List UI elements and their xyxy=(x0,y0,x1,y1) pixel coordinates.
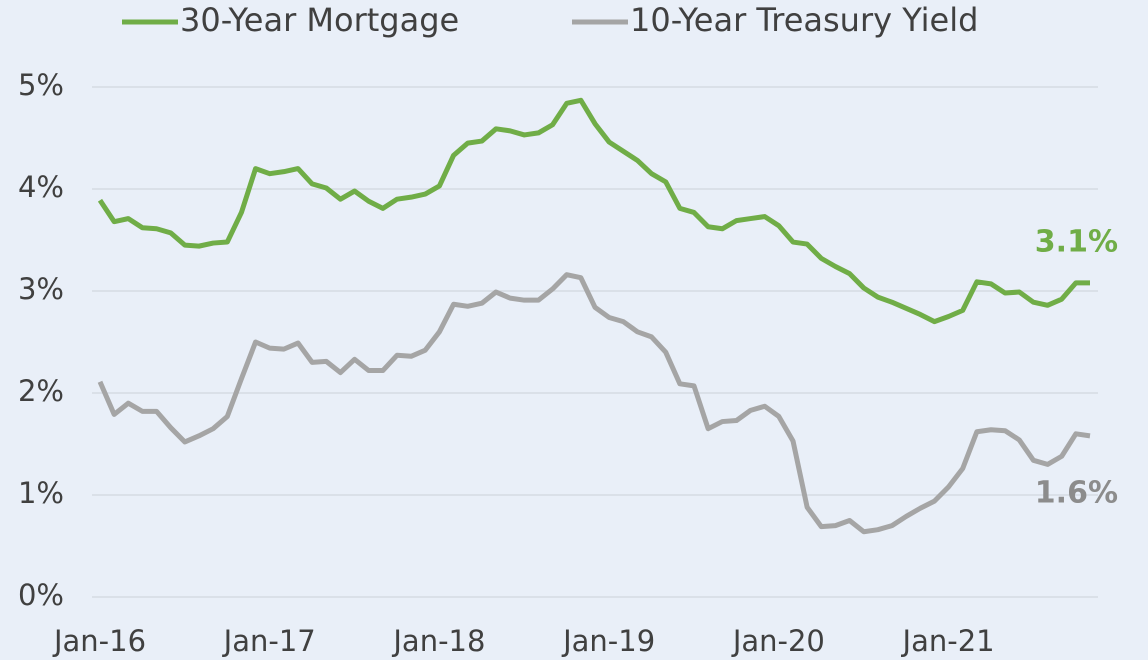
y-tick-label: 1% xyxy=(18,476,64,510)
y-tick-label: 5% xyxy=(18,68,64,102)
series-line xyxy=(97,272,1091,535)
x-tick-label: Jan-20 xyxy=(731,624,825,658)
value-label: 1.6% xyxy=(1035,475,1118,510)
y-tick-label: 4% xyxy=(18,170,64,204)
y-tick-label: 2% xyxy=(18,374,64,408)
legend-label: 10-Year Treasury Yield xyxy=(630,1,978,39)
y-tick-label: 3% xyxy=(18,272,64,306)
x-tick-label: Jan-18 xyxy=(391,624,485,658)
value-label: 3.1% xyxy=(1035,224,1118,259)
legend-label: 30-Year Mortgage xyxy=(180,1,459,39)
x-tick-label: Jan-19 xyxy=(561,624,655,658)
x-tick-label: Jan-17 xyxy=(222,624,316,658)
x-tick-label: Jan-16 xyxy=(52,624,146,658)
series-line xyxy=(97,97,1090,325)
x-tick-label: Jan-21 xyxy=(901,624,995,658)
y-tick-label: 0% xyxy=(18,578,64,612)
